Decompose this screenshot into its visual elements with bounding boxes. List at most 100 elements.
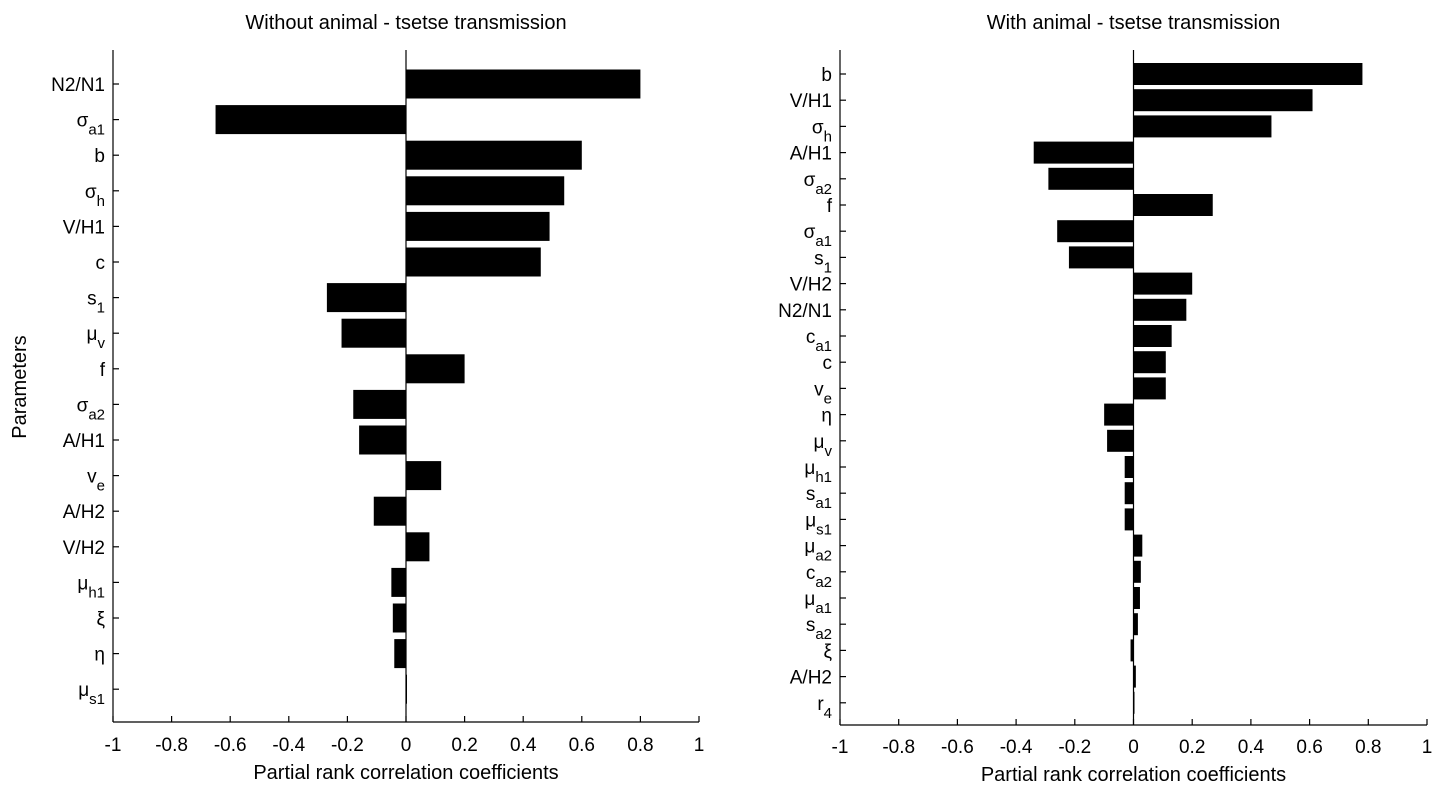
x-axis-label: Partial rank correlation coefficients: [981, 764, 1286, 785]
bar: [1133, 351, 1166, 374]
x-tick-label: -0.8: [155, 735, 188, 756]
y-tick-label: ve: [814, 379, 832, 407]
chart-panel-without-animal: Without animal - tsetse transmission Part…: [51, 12, 704, 784]
y-tick-label: σh: [812, 117, 832, 145]
param-symbol: ξ: [823, 641, 832, 662]
x-tick-label: 0.4: [1238, 737, 1265, 758]
param-subscript: a2: [88, 406, 105, 423]
param-symbol: c: [806, 563, 816, 584]
y-tick-label: ca1: [806, 327, 832, 355]
bar: [391, 567, 406, 597]
y-tick-label: μv: [814, 432, 833, 460]
param-symbol: v: [814, 379, 824, 400]
y-tick-label: ξ: [96, 609, 105, 630]
bar: [1133, 587, 1140, 609]
figure-y-axis-label: Parameters: [9, 335, 31, 438]
bar: [1124, 508, 1134, 531]
bar: [406, 674, 407, 704]
x-tick-label: 1: [1422, 737, 1433, 758]
param-symbol: c: [96, 253, 106, 274]
bar: [406, 461, 442, 491]
y-tick-label: V/H2: [790, 275, 832, 296]
y-tick-label: A/H2: [63, 502, 105, 523]
param-subscript: a1: [815, 233, 832, 250]
x-tick-label: 0.4: [510, 735, 537, 756]
y-tick-label: μs1: [805, 510, 832, 538]
param-symbol: μ: [805, 510, 816, 531]
param-subscript: a1: [815, 338, 832, 355]
param-subscript: h1: [815, 469, 832, 486]
param-symbol: σ: [77, 111, 89, 132]
y-tick-label: V/H1: [63, 217, 105, 238]
y-tick-label: μh1: [77, 573, 105, 601]
y-tick-label: c: [823, 353, 833, 374]
param-subscript: a1: [815, 600, 832, 617]
bar: [406, 532, 430, 562]
y-tick-label: f: [827, 196, 833, 217]
param-symbol: μ: [804, 589, 815, 610]
bar: [406, 211, 550, 241]
param-symbol: ξ: [96, 609, 105, 630]
bar: [406, 69, 641, 99]
param-symbol: f: [100, 360, 106, 381]
y-tick-label: μa1: [804, 589, 832, 617]
bar: [1033, 141, 1134, 164]
y-tick-label: V/H2: [63, 538, 105, 559]
y-tick-label: s1: [87, 289, 105, 317]
param-symbol: μ: [77, 573, 88, 594]
param-symbol: μ: [804, 458, 815, 479]
param-subscript: s1: [816, 521, 832, 538]
y-tick-label: μa2: [804, 537, 832, 565]
y-tick-label: c: [96, 253, 106, 274]
param-subscript: e: [824, 390, 832, 407]
x-tick-label: 0.2: [451, 735, 477, 756]
x-tick-label: -0.6: [214, 735, 247, 756]
y-tick-label: A/H1: [63, 431, 105, 452]
x-tick-label: 1: [694, 735, 705, 756]
bar: [1057, 220, 1134, 243]
param-symbol: σ: [804, 222, 816, 243]
param-symbol: s: [814, 248, 824, 269]
param-subscript: a2: [815, 181, 832, 198]
chart-title: With animal - tsetse transmission: [987, 12, 1280, 34]
y-tick-label: b: [821, 65, 832, 86]
bar: [406, 176, 565, 206]
y-tick-label: σa1: [77, 111, 105, 139]
y-tick-label: N2/N1: [778, 301, 832, 322]
bar: [1133, 89, 1313, 112]
param-subscript: h1: [88, 584, 105, 601]
y-tick-label: A/H2: [790, 668, 832, 689]
bar: [1048, 167, 1134, 190]
param-subscript: 1: [97, 300, 105, 317]
bar: [1130, 639, 1134, 662]
bar: [1133, 272, 1193, 295]
y-tick-label: ξ: [823, 641, 832, 662]
y-tick-label: N2/N1: [51, 75, 105, 96]
param-symbol: V/H1: [790, 91, 832, 112]
y-tick-label: μh1: [804, 458, 832, 486]
y-tick-label: sa2: [806, 615, 832, 643]
param-symbol: σ: [85, 182, 97, 203]
param-symbol: V/H2: [790, 275, 832, 296]
bar: [373, 496, 406, 526]
param-symbol: μ: [804, 537, 815, 558]
param-symbol: μ: [814, 432, 825, 453]
bar: [353, 389, 406, 419]
x-tick-label: -1: [832, 737, 849, 758]
param-subscript: a2: [815, 626, 832, 643]
x-tick-label: 0.8: [627, 735, 653, 756]
param-subscript: h: [824, 128, 832, 145]
param-subscript: s1: [89, 691, 105, 708]
bar: [1133, 560, 1141, 583]
x-tick-label: 0.6: [1296, 737, 1322, 758]
x-tick-label: -0.2: [1058, 737, 1091, 758]
x-tick-label: -0.4: [272, 735, 305, 756]
bar: [326, 283, 406, 313]
param-symbol: μ: [78, 680, 89, 701]
y-tick-label: ca2: [806, 563, 832, 591]
y-tick-label: A/H1: [790, 144, 832, 165]
y-tick-label: ve: [87, 467, 105, 495]
bar: [394, 639, 406, 669]
x-tick-label: 0.8: [1355, 737, 1381, 758]
